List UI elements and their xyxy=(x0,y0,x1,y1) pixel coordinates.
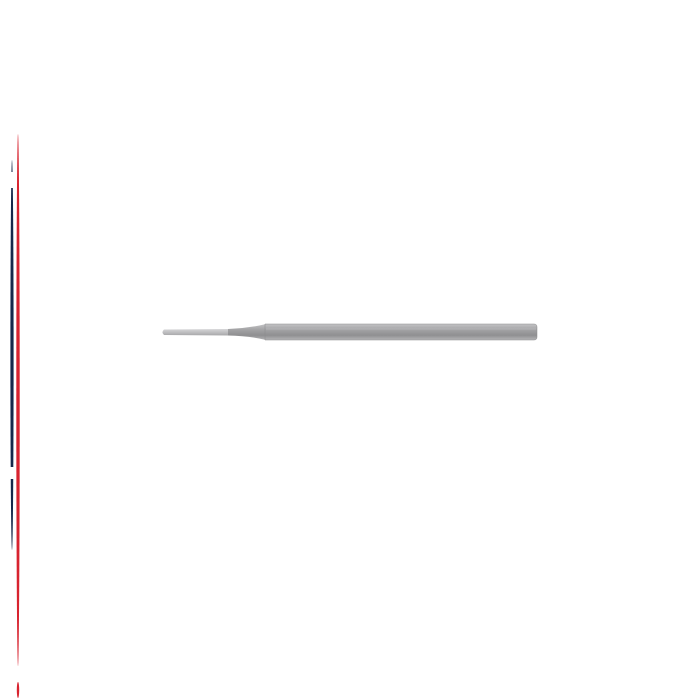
decorative-stripes xyxy=(9,134,20,698)
navy-stripe xyxy=(10,160,14,550)
navy-stripe-gap xyxy=(9,467,15,479)
navy-stripe-gap xyxy=(9,172,15,188)
instrument-blade xyxy=(162,329,236,336)
red-stripe xyxy=(16,134,20,666)
instrument-handle xyxy=(264,323,538,341)
red-stripe-dash xyxy=(16,682,20,698)
instrument-neck xyxy=(228,324,266,340)
surgical-instrument xyxy=(162,323,538,341)
